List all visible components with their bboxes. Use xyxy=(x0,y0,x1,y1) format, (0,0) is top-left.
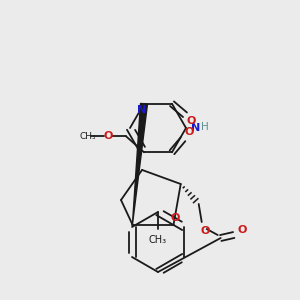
Text: O: O xyxy=(184,127,194,137)
Text: N: N xyxy=(137,105,147,115)
Text: O: O xyxy=(186,116,196,126)
Text: CH₃: CH₃ xyxy=(80,132,97,141)
Text: N: N xyxy=(191,123,201,133)
Text: O: O xyxy=(103,131,113,141)
Text: CH₃: CH₃ xyxy=(149,235,167,245)
Text: O: O xyxy=(237,225,246,235)
Text: O: O xyxy=(171,212,180,223)
Text: O: O xyxy=(200,226,209,236)
Text: H: H xyxy=(201,122,209,132)
Polygon shape xyxy=(132,103,148,224)
